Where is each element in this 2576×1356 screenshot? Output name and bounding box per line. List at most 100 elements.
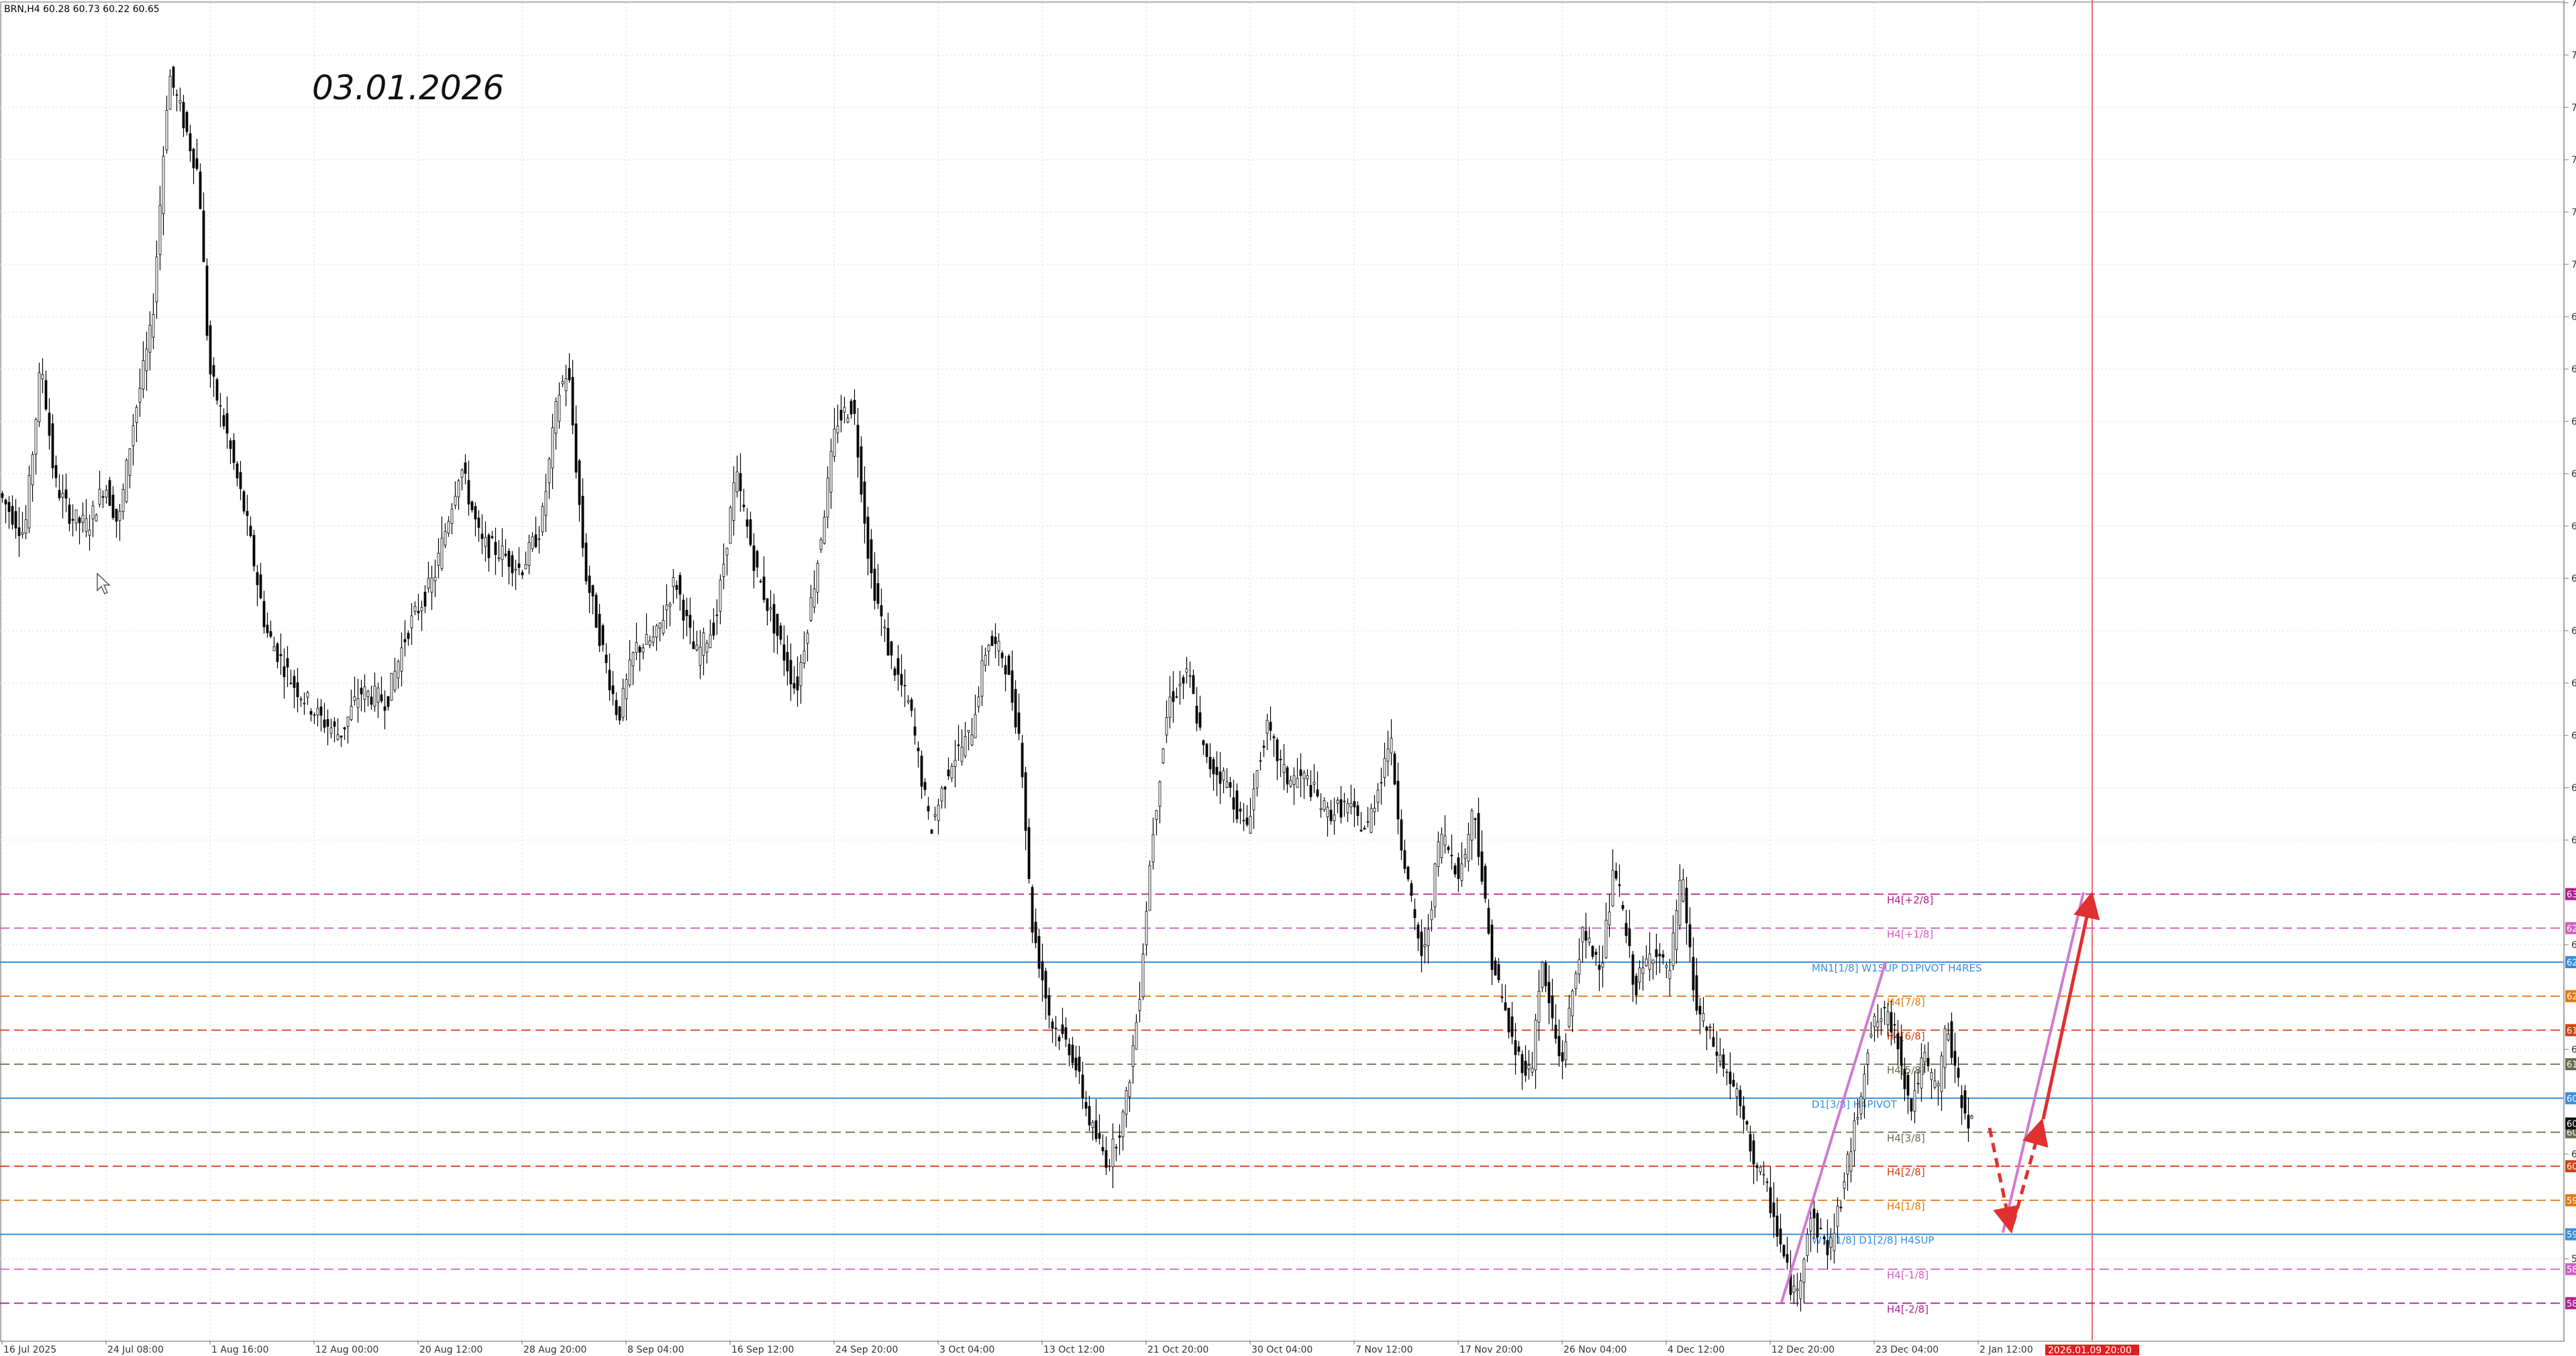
candle-body <box>1312 782 1316 785</box>
level-price-label: 60.55 <box>2567 1129 2576 1139</box>
candle-body <box>756 551 759 568</box>
candle-body <box>641 647 645 653</box>
candle-body <box>14 511 17 529</box>
candle-body <box>319 707 323 716</box>
candle-body <box>571 376 574 425</box>
candle-body <box>1628 928 1631 946</box>
x-tick-label: 24 Jul 08:00 <box>107 1345 164 1355</box>
candle-body <box>1843 1181 1846 1189</box>
candle-body <box>504 554 507 556</box>
candle-body <box>1896 1033 1900 1049</box>
candle-body <box>1594 951 1598 955</box>
candle-body <box>383 706 387 711</box>
x-tick-label: 2 Jan 12:00 <box>1979 1345 2033 1355</box>
candle-body <box>1162 748 1165 764</box>
candle-body <box>340 735 343 738</box>
candle-body <box>1239 809 1242 812</box>
candle-body <box>1007 656 1011 675</box>
candle-body <box>4 499 7 505</box>
candle-body <box>1883 1006 1886 1008</box>
candle-body <box>994 637 997 644</box>
dashed-arrow-down <box>1988 1127 2020 1234</box>
candle-body <box>249 525 252 537</box>
candle-body <box>1494 960 1497 976</box>
candle-body <box>890 641 893 656</box>
candle-body <box>1752 1140 1755 1165</box>
level-label: H4[2/8] <box>1887 1166 1925 1178</box>
candle-body <box>1742 1106 1745 1120</box>
candle-body <box>954 760 957 767</box>
candle-body <box>232 439 236 463</box>
candle-body <box>1833 1233 1836 1251</box>
candle-body <box>772 604 776 634</box>
candle-body <box>1383 758 1386 778</box>
candle-body <box>591 585 595 596</box>
candle-body <box>1225 781 1229 788</box>
candle-body <box>1453 866 1457 875</box>
candle-body <box>480 533 484 539</box>
candle-body <box>1749 1134 1752 1152</box>
y-tick-label: 71.10 <box>2571 207 2576 218</box>
candle-body <box>638 647 641 653</box>
candle-body <box>792 683 796 689</box>
x-tick-label: 26 Nov 04:00 <box>1563 1345 1627 1355</box>
y-tick-label: 70.50 <box>2571 260 2576 270</box>
level-label: H4[+1/8] <box>1887 928 1933 940</box>
candle-body <box>1886 1011 1890 1025</box>
candle-body <box>692 641 695 649</box>
candle-body <box>749 519 752 545</box>
candle-body <box>28 475 31 529</box>
candle-body <box>1759 1167 1762 1172</box>
candle-body <box>1645 958 1648 966</box>
candle-body <box>789 660 792 684</box>
candle-body <box>977 696 980 707</box>
y-tick-label: 61.50 <box>2571 1045 2576 1055</box>
candle-body <box>1255 770 1259 788</box>
candle-body <box>1064 1027 1068 1040</box>
candle-body <box>1933 1080 1937 1088</box>
candle-body <box>960 747 964 762</box>
candle-body <box>1319 808 1323 811</box>
candle-body <box>1326 806 1329 818</box>
candle-body <box>1507 1008 1510 1033</box>
candle-body <box>1635 976 1638 996</box>
candle-body <box>1447 847 1450 850</box>
candle-body <box>1115 1147 1118 1149</box>
candle-body <box>494 541 497 556</box>
candle-body <box>1625 923 1628 936</box>
candle-body <box>1252 788 1255 811</box>
y-tick-label: 65.70 <box>2571 678 2576 689</box>
candle-body <box>1480 851 1484 882</box>
candle-body <box>336 734 340 740</box>
candle-body <box>1930 1072 1933 1080</box>
candle-body <box>470 501 474 511</box>
candle-body <box>229 440 232 449</box>
candle-body <box>967 729 970 733</box>
candle-body <box>1292 775 1296 785</box>
candle-body <box>11 506 14 525</box>
candle-body <box>68 505 71 524</box>
candle-body <box>467 480 470 505</box>
candle-body <box>454 496 457 506</box>
candle-body <box>259 574 262 598</box>
y-tick-label: 67.50 <box>2571 521 2576 532</box>
candle-body <box>1192 675 1195 694</box>
candle-body <box>1205 743 1208 758</box>
candle-body <box>796 676 799 691</box>
candle-body <box>1467 834 1470 862</box>
candle-body <box>1916 1082 1920 1084</box>
candle-body <box>558 395 561 422</box>
candle-body <box>239 472 242 489</box>
candle-body <box>1665 965 1668 968</box>
candle-body <box>675 585 678 590</box>
candle-body <box>1041 961 1044 981</box>
candle-body <box>286 658 289 668</box>
candle-body <box>48 413 51 436</box>
candle-body <box>1876 1021 1879 1028</box>
candle-body <box>1866 1053 1869 1065</box>
candle-body <box>631 652 635 666</box>
candle-body <box>880 605 883 617</box>
y-tick-label: 71.70 <box>2571 155 2576 166</box>
candle-body <box>1903 1068 1906 1090</box>
